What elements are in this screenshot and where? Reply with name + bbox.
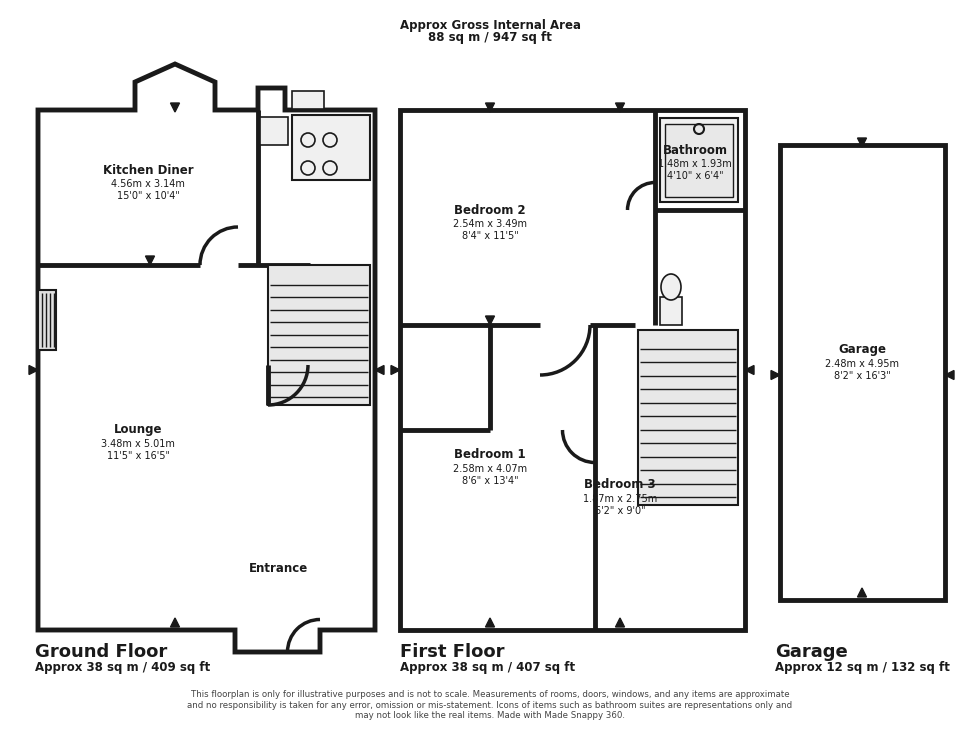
Ellipse shape xyxy=(661,274,681,300)
Text: 4.56m x 3.14m: 4.56m x 3.14m xyxy=(111,179,185,189)
Polygon shape xyxy=(745,366,754,374)
Text: This floorplan is only for illustrative purposes and is not to scale. Measuremen: This floorplan is only for illustrative … xyxy=(187,690,793,720)
Polygon shape xyxy=(945,371,954,380)
Polygon shape xyxy=(391,366,400,374)
Text: Approx 38 sq m / 409 sq ft: Approx 38 sq m / 409 sq ft xyxy=(35,662,211,674)
Polygon shape xyxy=(171,618,179,627)
Text: 8'4" x 11'5": 8'4" x 11'5" xyxy=(462,231,518,241)
Bar xyxy=(665,124,733,197)
Polygon shape xyxy=(375,366,384,374)
Text: 2.54m x 3.49m: 2.54m x 3.49m xyxy=(453,219,527,229)
Text: 2.48m x 4.95m: 2.48m x 4.95m xyxy=(825,359,899,369)
Bar xyxy=(400,110,745,630)
Polygon shape xyxy=(485,618,495,627)
Text: 2.58m x 4.07m: 2.58m x 4.07m xyxy=(453,464,527,474)
Text: Approx 12 sq m / 132 sq ft: Approx 12 sq m / 132 sq ft xyxy=(775,662,950,674)
Text: 8'2" x 16'3": 8'2" x 16'3" xyxy=(834,371,891,381)
Polygon shape xyxy=(485,103,495,112)
Text: 88 sq m / 947 sq ft: 88 sq m / 947 sq ft xyxy=(428,30,552,44)
Polygon shape xyxy=(38,64,375,652)
Text: Lounge: Lounge xyxy=(114,423,163,437)
Circle shape xyxy=(410,205,720,515)
Text: 3.48m x 5.01m: 3.48m x 5.01m xyxy=(101,439,175,449)
Polygon shape xyxy=(771,371,780,380)
Text: 6'2" x 9'0": 6'2" x 9'0" xyxy=(595,506,645,516)
Text: 15'0" x 10'4": 15'0" x 10'4" xyxy=(117,191,179,201)
Text: Kitchen Diner: Kitchen Diner xyxy=(103,164,193,177)
Text: Bathroom: Bathroom xyxy=(662,144,727,156)
Polygon shape xyxy=(858,138,866,147)
Bar xyxy=(660,118,738,202)
Text: PROPERTIES: PROPERTIES xyxy=(512,392,618,408)
Text: Bedroom 2: Bedroom 2 xyxy=(454,204,526,217)
Text: Bedroom 3: Bedroom 3 xyxy=(584,479,656,491)
Polygon shape xyxy=(171,103,179,112)
Polygon shape xyxy=(485,316,495,325)
Bar xyxy=(660,297,682,325)
Text: Ground Floor: Ground Floor xyxy=(35,643,168,661)
Bar xyxy=(38,290,56,350)
Bar xyxy=(292,91,324,109)
Bar xyxy=(268,265,370,405)
Polygon shape xyxy=(29,366,38,374)
Text: Garage: Garage xyxy=(775,643,848,661)
Text: Entrance: Entrance xyxy=(248,562,308,574)
Bar xyxy=(638,330,738,505)
Polygon shape xyxy=(615,103,624,112)
Bar xyxy=(780,145,945,600)
Text: Bedroom 1: Bedroom 1 xyxy=(454,448,526,462)
Text: 11'5" x 16'5": 11'5" x 16'5" xyxy=(107,451,170,461)
Polygon shape xyxy=(858,588,866,597)
Text: 4'10" x 6'4": 4'10" x 6'4" xyxy=(666,171,723,181)
Polygon shape xyxy=(145,256,155,265)
Text: 1.48m x 1.93m: 1.48m x 1.93m xyxy=(659,159,732,169)
Text: Garage: Garage xyxy=(838,343,886,357)
Bar xyxy=(260,117,288,145)
Text: 1.87m x 2.75m: 1.87m x 2.75m xyxy=(583,494,658,504)
Text: First Floor: First Floor xyxy=(400,643,505,661)
Bar xyxy=(292,115,370,180)
Polygon shape xyxy=(615,618,624,627)
Text: 8'6" x 13'4": 8'6" x 13'4" xyxy=(462,476,518,486)
Text: Approx Gross Internal Area: Approx Gross Internal Area xyxy=(400,18,580,32)
Text: JR: JR xyxy=(521,308,609,382)
Text: Approx 38 sq m / 407 sq ft: Approx 38 sq m / 407 sq ft xyxy=(400,662,575,674)
